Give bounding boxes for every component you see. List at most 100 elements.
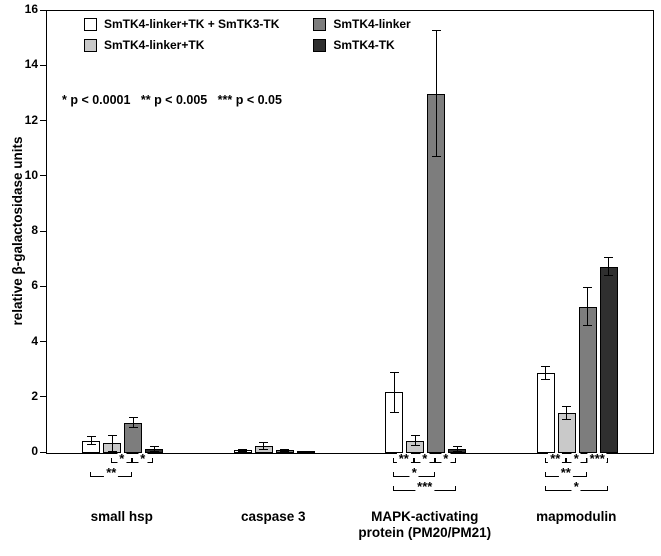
error-bar — [280, 448, 290, 452]
error-bar-line — [608, 256, 610, 277]
error-bar-line — [566, 406, 568, 420]
error-bar-cap-bottom — [107, 450, 117, 452]
y-tick-label: 14 — [24, 57, 38, 72]
error-bar — [301, 450, 311, 453]
y-tick-label: 10 — [24, 167, 38, 182]
error-bar-cap-bottom — [389, 411, 399, 413]
error-bar-line — [132, 417, 134, 429]
plot-area — [46, 10, 654, 454]
error-bar-cap-top — [431, 30, 441, 32]
error-bar — [604, 256, 614, 277]
significance-bracket: * — [544, 480, 608, 493]
error-bar-line — [284, 448, 286, 452]
y-tick-label: 8 — [31, 223, 38, 237]
error-bar — [541, 365, 551, 380]
legend-swatch — [313, 38, 327, 52]
error-bar-line — [456, 446, 458, 452]
y-tick-label: 12 — [24, 112, 38, 127]
y-tick-mark — [40, 285, 46, 287]
error-bar-cap-bottom — [541, 378, 551, 380]
x-axis-labels: small hsp caspase 3 MAPK-activating protei… — [46, 509, 652, 549]
error-bar — [259, 441, 269, 451]
error-bar-line — [242, 448, 244, 452]
error-bar-cap-top — [604, 256, 614, 258]
category-label: caspase 3 — [240, 509, 306, 524]
error-bar-line — [393, 371, 395, 413]
error-bar-line — [414, 435, 416, 447]
legend-item: SmTK4-linker+TK + SmTK3-TK — [84, 17, 279, 31]
significance-bracket: * — [393, 466, 436, 479]
error-bar-cap-top — [238, 448, 248, 450]
error-bar-cap-bottom — [583, 324, 593, 326]
y-tick-mark — [40, 9, 46, 11]
error-bar-cap-bottom — [301, 451, 311, 453]
significance-label: ** — [548, 451, 563, 466]
error-bar — [86, 436, 96, 445]
y-tick-label: 6 — [31, 278, 38, 293]
significance-label: * — [409, 465, 419, 480]
legend-item: SmTK4-TK — [313, 38, 410, 52]
significance-label: * — [138, 451, 148, 466]
legend: SmTK4-linker+TK + SmTK3-TK SmTK4-linker+T… — [84, 17, 411, 52]
significance-label: ** — [104, 465, 119, 480]
error-bar-cap-bottom — [452, 450, 462, 452]
y-tick-mark — [40, 451, 46, 453]
significance-label: *** — [587, 451, 607, 466]
error-bar-line — [545, 365, 547, 380]
error-bar-line — [90, 436, 92, 445]
error-bar-cap-top — [583, 287, 593, 289]
error-bar-cap-bottom — [128, 427, 138, 429]
error-bar — [452, 446, 462, 452]
error-bar-line — [153, 446, 155, 452]
significance-bracket: * — [565, 452, 587, 465]
legend-swatch — [313, 17, 327, 31]
error-bar-cap-top — [301, 450, 311, 452]
y-tick-label: 4 — [31, 333, 38, 348]
error-bar — [562, 406, 572, 420]
pvalue-note: * p < 0.0001 ** p < 0.005 *** p < 0.05 — [62, 93, 282, 107]
significance-area: * * ** ** * * * *** ** * *** ** * — [46, 452, 652, 504]
error-bar — [583, 287, 593, 326]
y-tick-mark — [40, 230, 46, 232]
legend-swatch — [84, 38, 97, 52]
error-bar-cap-bottom — [410, 445, 420, 447]
error-bar — [238, 448, 248, 452]
error-bar — [410, 435, 420, 447]
error-bar-cap-bottom — [149, 450, 159, 452]
error-bar-cap-top — [259, 441, 269, 443]
y-tick-label: 16 — [24, 2, 38, 16]
error-bar-cap-top — [389, 371, 399, 373]
error-bar-cap-top — [541, 365, 551, 367]
significance-bracket: * — [132, 452, 154, 465]
significance-label: * — [441, 451, 451, 466]
significance-bracket: * — [414, 452, 436, 465]
legend-label: SmTK4-linker — [333, 17, 411, 31]
error-bar — [149, 446, 159, 452]
error-bar-line — [111, 435, 113, 452]
legend-label: SmTK4-linker+TK — [104, 38, 205, 52]
bar — [536, 372, 555, 453]
significance-label: * — [117, 451, 127, 466]
error-bar — [431, 30, 441, 158]
error-bar — [107, 435, 117, 452]
error-bar-cap-top — [410, 435, 420, 437]
significance-bracket: ** — [544, 452, 566, 465]
error-bar-cap-top — [107, 435, 117, 437]
error-bar-cap-bottom — [280, 450, 290, 452]
significance-label: * — [420, 451, 430, 466]
error-bar — [389, 371, 399, 413]
significance-bracket: ** — [90, 466, 133, 479]
legend-swatch — [84, 17, 97, 31]
significance-bracket: ** — [393, 452, 415, 465]
legend-label: SmTK4-linker+TK + SmTK3-TK — [104, 17, 280, 31]
legend-item: SmTK4-linker — [313, 17, 411, 31]
error-bar-line — [435, 30, 437, 158]
error-bar-cap-bottom — [431, 156, 441, 158]
significance-bracket: * — [435, 452, 457, 465]
significance-bracket: *** — [586, 452, 608, 465]
significance-bracket: * — [111, 452, 133, 465]
significance-bracket: ** — [544, 466, 587, 479]
y-tick-mark — [40, 64, 46, 66]
error-bar-cap-bottom — [562, 418, 572, 420]
legend-item: SmTK4-linker+TK — [84, 38, 279, 52]
